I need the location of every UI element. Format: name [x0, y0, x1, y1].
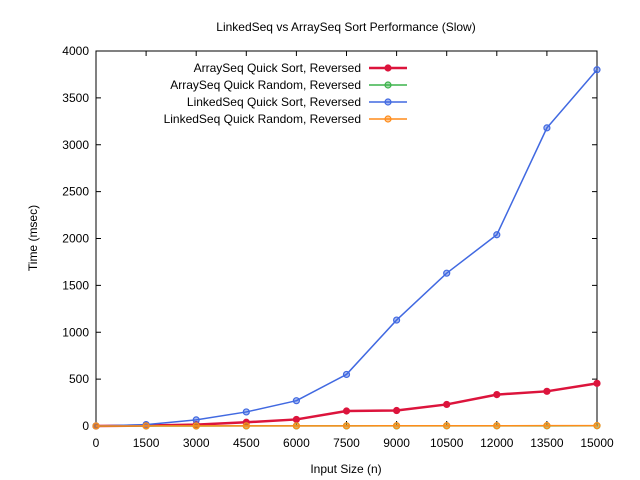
series-line	[95, 382, 598, 428]
data-point	[543, 422, 551, 430]
legend: ArraySeq Quick Sort, Reversed ArraySeq Qu…	[164, 61, 407, 126]
data-point	[543, 124, 551, 132]
data-point	[393, 316, 401, 324]
data-point	[292, 422, 300, 430]
x-tick-label: 3000	[183, 436, 210, 450]
series-3	[92, 66, 601, 430]
data-point	[543, 387, 551, 395]
data-point	[493, 390, 501, 399]
data-point	[242, 422, 250, 430]
data-point	[292, 415, 300, 424]
y-tick-label: 3500	[62, 91, 89, 105]
data-point	[493, 231, 501, 239]
x-tick-label: 15000	[580, 436, 614, 450]
series-4	[92, 422, 601, 430]
x-axis-label: Input Size (n)	[310, 462, 381, 476]
series-layer	[92, 66, 601, 430]
data-point	[192, 422, 200, 430]
x-tick-label: 1500	[133, 436, 160, 450]
x-axis: 0 1500 3000 4500 6000 7500 9000 10500 12000 13500…	[93, 51, 614, 450]
data-point	[92, 422, 100, 430]
y-tick-label: 2000	[62, 232, 89, 246]
y-tick-label: 4000	[62, 44, 89, 58]
x-tick-label: 7500	[333, 436, 360, 450]
data-point	[393, 406, 401, 415]
x-tick-label: 12000	[480, 436, 514, 450]
data-point	[292, 397, 300, 405]
data-point	[192, 416, 200, 424]
x-tick-label: 0	[93, 436, 100, 450]
data-point	[342, 407, 351, 415]
legend-marker	[384, 64, 392, 72]
y-tick-label: 1000	[62, 325, 89, 339]
data-point	[443, 400, 451, 409]
series-line	[95, 69, 598, 427]
y-tick-label: 1500	[62, 278, 89, 292]
x-tick-label: 13500	[530, 436, 564, 450]
legend-label: ArraySeq Quick Sort, Reversed	[194, 61, 361, 75]
y-tick-label: 2500	[62, 185, 89, 199]
y-tick-label: 500	[69, 372, 89, 386]
data-point	[493, 422, 501, 430]
data-point	[593, 379, 601, 387]
x-tick-label: 9000	[383, 436, 410, 450]
legend-marker	[384, 98, 392, 106]
x-tick-label: 6000	[283, 436, 310, 450]
data-point	[443, 269, 451, 277]
legend-label: ArraySeq Quick Random, Reversed	[170, 78, 361, 92]
data-point	[443, 422, 451, 430]
data-point	[593, 422, 601, 430]
chart-title: LinkedSeq vs ArraySeq Sort Performance (…	[216, 20, 475, 34]
y-tick-label: 3000	[62, 138, 89, 152]
legend-marker	[384, 115, 392, 123]
data-point	[342, 422, 351, 430]
x-tick-label: 4500	[233, 436, 260, 450]
data-point	[242, 408, 250, 416]
data-point	[142, 422, 150, 430]
data-point	[593, 66, 601, 74]
data-point	[342, 370, 351, 379]
y-axis-label: Time (msec)	[26, 205, 40, 271]
data-point	[393, 422, 401, 430]
y-tick-label: 0	[82, 419, 89, 433]
x-tick-label: 10500	[430, 436, 464, 450]
legend-marker	[384, 81, 392, 89]
legend-label: LinkedSeq Quick Random, Reversed	[164, 112, 361, 126]
legend-label: LinkedSeq Quick Sort, Reversed	[187, 95, 361, 109]
y-axis: 0 500 1000 1500 2000 2500 3000 3500 4000	[62, 44, 597, 433]
